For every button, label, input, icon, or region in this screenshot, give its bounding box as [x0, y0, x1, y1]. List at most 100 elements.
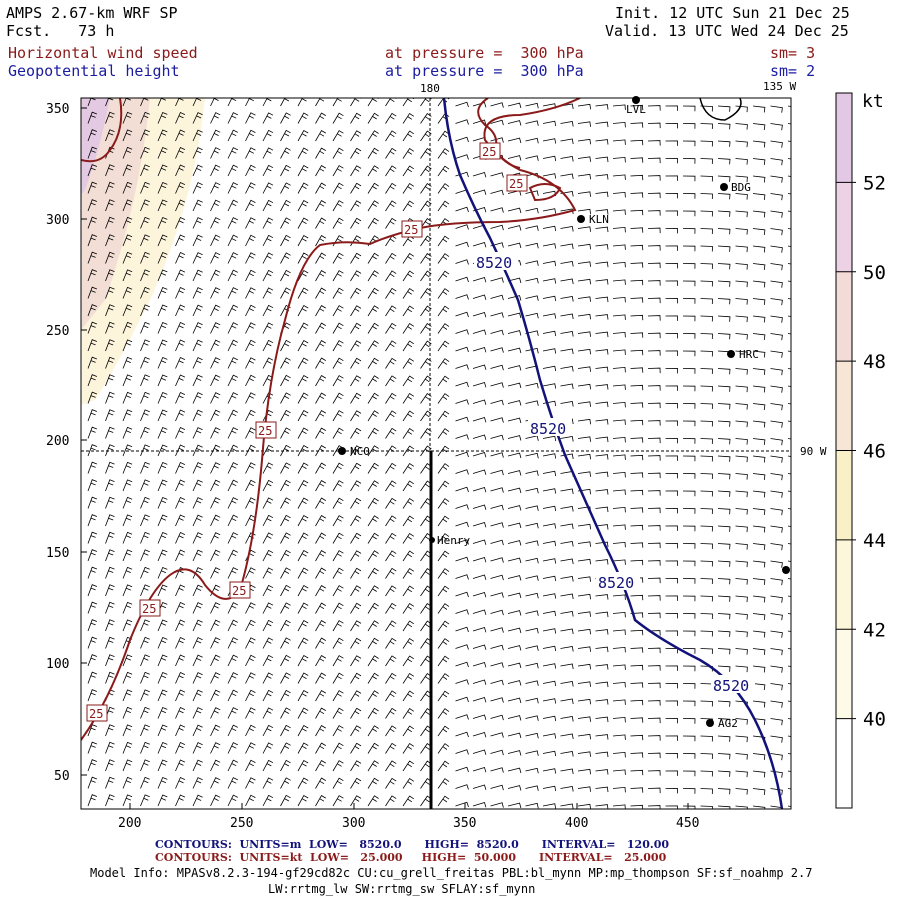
- wind-barb: [227, 602, 238, 614]
- wind-barb: [717, 805, 731, 809]
- wind-barb: [542, 435, 557, 442]
- wind-barb: [402, 550, 415, 562]
- wind-barb: [770, 595, 783, 603]
- wind-barb: [752, 788, 766, 795]
- wind-barb: [297, 619, 309, 632]
- wind-barb: [472, 521, 487, 528]
- wind-contour-labels: 25 25 25 25 25 25 25: [86, 142, 528, 722]
- wind-barb: [700, 333, 713, 340]
- wind-barb: [490, 329, 504, 336]
- wind-barb: [367, 165, 379, 177]
- wind-barb: [437, 130, 450, 142]
- wind-barb: [297, 98, 309, 107]
- model-info-line2: LW:rrtmg_lw SW:rrtmg_sw SFLAY:sf_mynn: [268, 882, 536, 896]
- wind-barb: [612, 786, 626, 793]
- lon-label-180: 180: [420, 82, 440, 95]
- wind-barb: [367, 270, 379, 282]
- wind-barb: [490, 312, 504, 318]
- wind-barb: [402, 392, 415, 404]
- wind-barb: [595, 279, 609, 285]
- wind-barb: [455, 346, 469, 353]
- wind-barb: [612, 664, 626, 670]
- wind-barb: [105, 391, 115, 404]
- wind-barb: [175, 741, 186, 754]
- wind-barb: [752, 140, 766, 148]
- wind-barb: [455, 696, 469, 703]
- wind-barb: [262, 479, 274, 492]
- wind-barb: [472, 434, 487, 440]
- wind-barb: [350, 357, 362, 369]
- wind-barb: [175, 374, 186, 387]
- wind-barb: [297, 217, 309, 229]
- wind-barb: [612, 524, 626, 530]
- wind-barb: [210, 112, 221, 124]
- wind-barb: [507, 382, 522, 389]
- wind-barb: [787, 683, 791, 685]
- wind-barb: [560, 226, 574, 232]
- wind-barb: [612, 734, 626, 740]
- wind-barb: [105, 164, 115, 177]
- wind-barb: [507, 732, 522, 739]
- wind-barb: [682, 105, 696, 112]
- wind-barb: [682, 403, 696, 409]
- wind-barb: [140, 356, 150, 369]
- wind-barb: [770, 578, 783, 586]
- wind-barb: [787, 245, 791, 247]
- wind-barb: [105, 601, 115, 614]
- wind-barb: [315, 112, 327, 124]
- wind-barb: [227, 444, 238, 457]
- wind-barb: [192, 602, 203, 614]
- wind-barb: [525, 732, 539, 739]
- wind-barb: [735, 473, 748, 480]
- wind-barb: [402, 760, 415, 772]
- wind-barb: [647, 700, 661, 706]
- wind-barb: [507, 715, 522, 721]
- wind-barb: [297, 444, 309, 457]
- wind-barb: [315, 655, 327, 667]
- wind-barb: [385, 252, 397, 264]
- wind-barb: [700, 175, 713, 182]
- wind-barb: [735, 368, 748, 375]
- wind-barb: [385, 147, 397, 159]
- wind-barb: [665, 630, 678, 636]
- wind-barb: [560, 313, 574, 320]
- wind-barb: [682, 805, 696, 809]
- wind-barb: [472, 539, 487, 545]
- wind-barb: [157, 531, 168, 544]
- wind-barb: [175, 601, 186, 614]
- wind-barb: [647, 367, 661, 374]
- wind-barb: [542, 155, 557, 162]
- wind-barb: [735, 805, 748, 809]
- wind-barb: [157, 689, 168, 702]
- contours-height-info: CONTOURS: UNITS=m LOW= 8520.0 HIGH= 8520…: [155, 838, 669, 851]
- station-label-bdg: BDG: [731, 181, 751, 194]
- wind-barb: [630, 174, 644, 181]
- wind-barb: [560, 576, 574, 582]
- wind-barb: [227, 619, 238, 632]
- wind-barb: [630, 787, 644, 793]
- wind-barb: [717, 788, 731, 795]
- wind-barb: [612, 296, 626, 303]
- wind-barb: [210, 724, 221, 737]
- wind-barb: [297, 129, 309, 142]
- wind-barb: [770, 333, 783, 341]
- wind-barb: [122, 741, 133, 754]
- wind-barb: [297, 462, 309, 474]
- wind-barb: [157, 216, 168, 229]
- wind-barb: [140, 426, 150, 439]
- wind-barb: [665, 297, 678, 304]
- wind-barb: [227, 374, 238, 387]
- wind-barb: [770, 455, 783, 463]
- wind-barb: [595, 366, 609, 373]
- wind-barb: [402, 515, 415, 527]
- wind-barb: [717, 105, 731, 112]
- wind-barb: [665, 560, 678, 566]
- wind-barb: [105, 479, 115, 492]
- wind-barb: [262, 304, 274, 317]
- field1-smoothing: sm= 3: [770, 44, 816, 62]
- wind-barb: [332, 375, 344, 387]
- wind-barb: [175, 391, 186, 404]
- wind-barb: [122, 146, 133, 159]
- wind-barb: [122, 251, 133, 264]
- wind-barb: [175, 776, 186, 789]
